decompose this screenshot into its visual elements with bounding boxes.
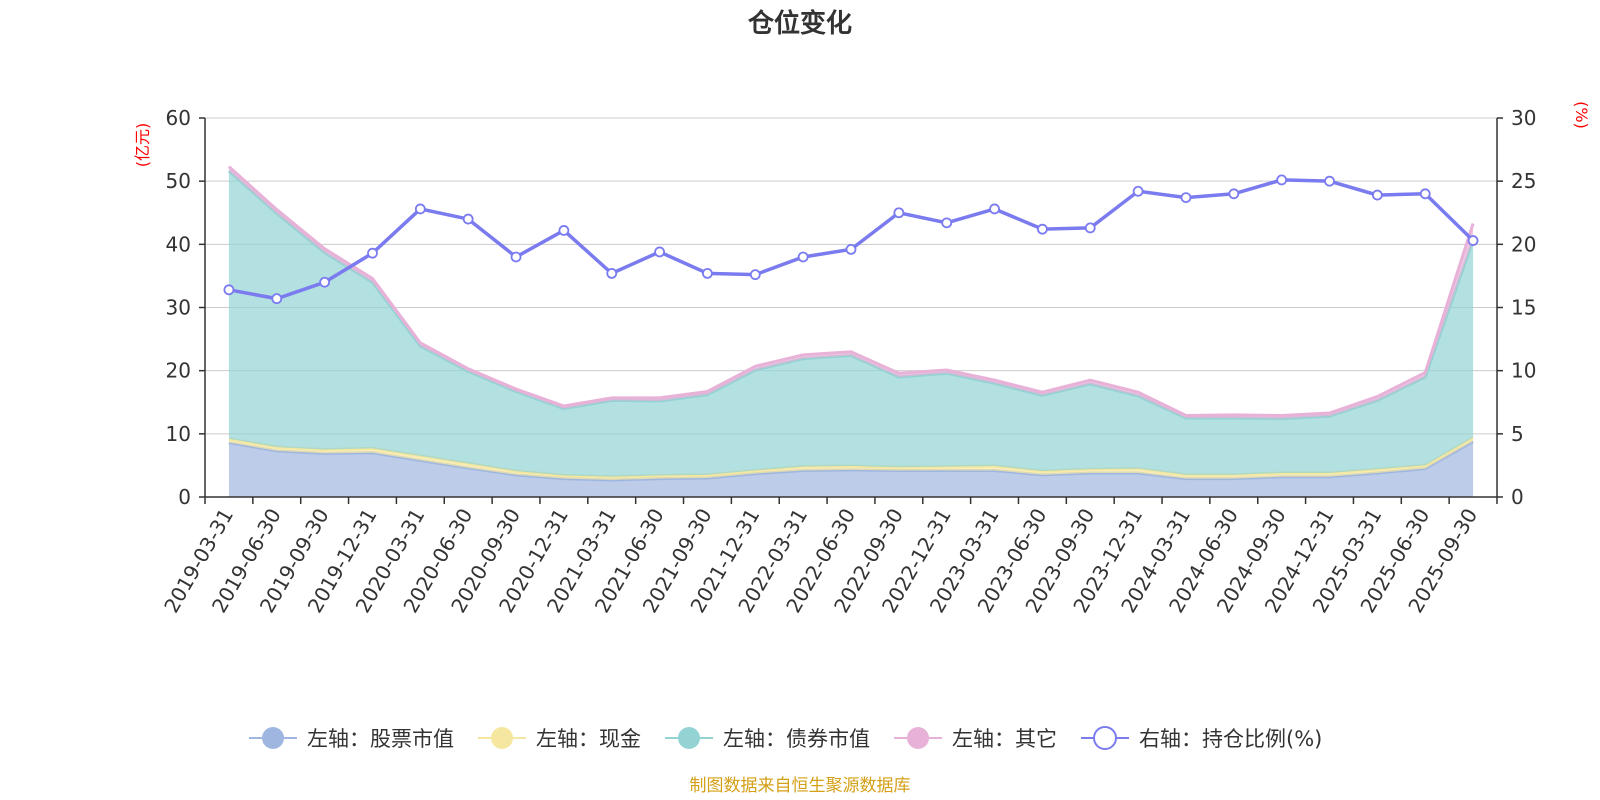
ratio-point[interactable] bbox=[319, 276, 331, 288]
ratio-point[interactable] bbox=[749, 269, 761, 281]
ratio-point[interactable] bbox=[845, 243, 857, 255]
ratio-point[interactable] bbox=[223, 284, 235, 296]
legend-item[interactable]: 右轴：持仓比例(%) bbox=[1081, 726, 1322, 751]
left-tick-label: 20 bbox=[166, 359, 191, 383]
area-line-series-4 bbox=[227, 165, 1475, 418]
ratio-point[interactable] bbox=[989, 203, 1000, 215]
legend-label: 右轴：持仓比例(%) bbox=[1139, 727, 1322, 751]
legend-marker bbox=[262, 727, 284, 749]
legend: 左轴：股票市值 左轴：现金 左轴：债券市值 左轴：其它 右轴：持仓比例(%) bbox=[249, 726, 1322, 751]
ratio-point[interactable] bbox=[462, 213, 474, 225]
ratio-point[interactable] bbox=[1276, 174, 1288, 186]
right-tick-label: 20 bbox=[1511, 232, 1536, 256]
ratio-point[interactable] bbox=[941, 217, 953, 229]
source-note: 制图数据来自恒生聚源数据库 bbox=[690, 776, 911, 796]
ratio-point[interactable] bbox=[1419, 188, 1431, 200]
legend-marker bbox=[1093, 726, 1117, 750]
ratio-point[interactable] bbox=[1084, 222, 1096, 234]
ratio-point[interactable] bbox=[1132, 185, 1144, 197]
legend-marker bbox=[907, 727, 929, 749]
ratio-point[interactable] bbox=[797, 251, 809, 263]
left-tick-label: 50 bbox=[166, 169, 191, 193]
right-tick-label: 25 bbox=[1511, 169, 1536, 193]
area-series-3 bbox=[228, 171, 1474, 477]
legend-label: 左轴：现金 bbox=[536, 727, 641, 751]
legend-label: 左轴：债券市值 bbox=[723, 727, 870, 751]
left-axis-label: (亿元) bbox=[133, 123, 152, 168]
left-tick-label: 0 bbox=[178, 485, 191, 509]
legend-label: 左轴：其它 bbox=[952, 727, 1057, 751]
legend-label: 左轴：股票市值 bbox=[307, 727, 454, 751]
right-tick-label: 30 bbox=[1511, 106, 1536, 130]
left-tick-label: 40 bbox=[166, 232, 191, 256]
chart-title: 仓位变化 bbox=[747, 8, 852, 39]
legend-item[interactable]: 左轴：股票市值 bbox=[249, 727, 454, 751]
ratio-point[interactable] bbox=[654, 246, 665, 258]
ratio-point[interactable] bbox=[558, 225, 570, 236]
ratio-point[interactable] bbox=[1371, 189, 1383, 201]
ratio-line bbox=[228, 178, 1475, 301]
ratio-point[interactable] bbox=[414, 203, 426, 215]
legend-marker bbox=[491, 727, 513, 749]
ratio-point[interactable] bbox=[893, 207, 905, 219]
left-tick-label: 10 bbox=[166, 422, 191, 446]
ratio-point[interactable] bbox=[367, 247, 378, 259]
right-tick-label: 0 bbox=[1511, 485, 1524, 509]
area-series-1 bbox=[228, 441, 1474, 497]
left-tick-label: 60 bbox=[166, 106, 191, 130]
ratio-point[interactable] bbox=[1467, 235, 1479, 246]
right-tick-label: 10 bbox=[1511, 359, 1536, 383]
left-tick-label: 30 bbox=[166, 296, 191, 320]
legend-item[interactable]: 左轴：现金 bbox=[478, 727, 641, 751]
ratio-point[interactable] bbox=[1037, 223, 1048, 235]
right-tick-label: 15 bbox=[1511, 296, 1536, 320]
stacked-areas bbox=[227, 165, 1475, 497]
ratio-point[interactable] bbox=[606, 267, 618, 279]
ratio-point[interactable] bbox=[510, 251, 522, 263]
ratio-point[interactable] bbox=[702, 267, 713, 279]
legend-item[interactable]: 左轴：其它 bbox=[894, 727, 1057, 751]
right-tick-label: 5 bbox=[1511, 422, 1524, 446]
ratio-point[interactable] bbox=[1324, 175, 1335, 187]
right-axis-label: (%) bbox=[1572, 101, 1591, 129]
ratio-point[interactable] bbox=[1228, 188, 1240, 200]
ratio-point[interactable] bbox=[271, 293, 283, 305]
ratio-line-series bbox=[223, 174, 1479, 305]
ratio-point[interactable] bbox=[1180, 192, 1192, 203]
legend-marker bbox=[678, 727, 700, 749]
legend-item[interactable]: 左轴：债券市值 bbox=[665, 727, 870, 751]
